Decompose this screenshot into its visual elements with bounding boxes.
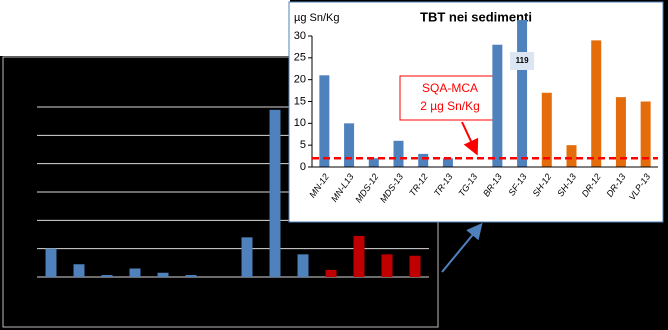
plot-area <box>319 20 651 168</box>
bar <box>640 101 651 167</box>
y-tick-label: 10 <box>294 117 306 129</box>
y-tick-label: 15 <box>294 95 306 107</box>
bar <box>381 254 393 277</box>
bar <box>45 248 57 277</box>
bar <box>409 255 421 277</box>
bar <box>541 92 552 167</box>
annotation-arrow <box>461 121 479 156</box>
y-tick-label: 30 <box>294 30 306 42</box>
bar <box>368 158 379 167</box>
annotation-box <box>399 75 501 121</box>
bar <box>325 269 337 277</box>
bar <box>615 97 626 167</box>
annotation: 2 µg Sn/Kg <box>420 99 480 113</box>
bar <box>73 264 85 277</box>
value-label-box <box>510 52 535 70</box>
y-axis-label: µg Sn/Kg <box>294 12 339 24</box>
y-tick-label: 20 <box>294 74 306 86</box>
bar <box>297 254 309 277</box>
inset-chart: TBT nei sedimenti µg Sn/Kg SQA-MCA 2 µg … <box>288 1 664 223</box>
bar <box>269 109 281 277</box>
bar <box>566 145 577 167</box>
bar <box>157 272 169 277</box>
bar <box>129 268 141 277</box>
bar <box>393 140 404 167</box>
bar <box>344 123 355 167</box>
y-tick-label: 5 <box>300 139 306 151</box>
bar <box>442 158 453 167</box>
link-arrow <box>441 222 483 273</box>
bar <box>591 40 602 167</box>
y-tick-label: 25 <box>294 52 306 64</box>
bar <box>492 44 503 167</box>
bar <box>418 153 429 167</box>
annotation: SQA-MCA <box>422 81 478 95</box>
chart-title: TBT nei sedimenti <box>420 9 532 24</box>
bar <box>319 75 330 167</box>
value-label: 119 <box>516 56 529 65</box>
bar <box>517 20 528 168</box>
bar <box>185 275 197 277</box>
bar <box>241 237 253 277</box>
bar <box>101 275 113 277</box>
top-blank <box>0 0 290 56</box>
bar <box>353 235 365 277</box>
y-tick-label: 0 <box>300 161 306 173</box>
